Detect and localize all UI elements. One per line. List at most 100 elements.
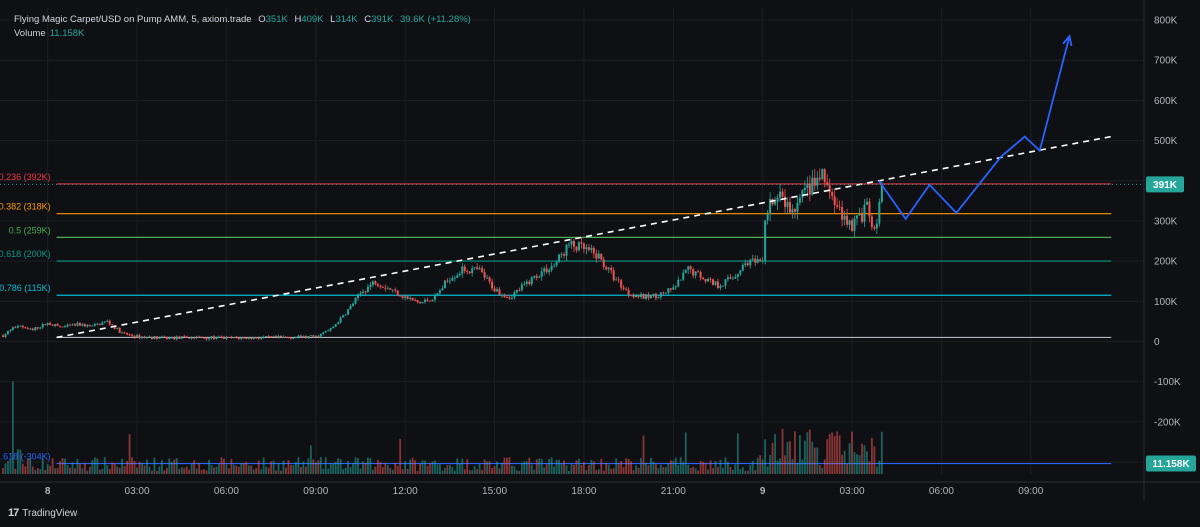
drawings[interactable] <box>0 34 1144 339</box>
volume-bar <box>66 465 69 474</box>
candle-body <box>11 327 14 330</box>
candle-body <box>684 269 687 273</box>
volume-bar <box>491 468 493 474</box>
volume-bar <box>461 458 464 474</box>
candle-body <box>798 197 801 203</box>
volume-bar <box>260 469 263 474</box>
candle-body <box>6 331 9 335</box>
fib-retracement[interactable]: 0.236 (392K) 0.382 (318K) 0.5 (259K) 0.618 … <box>0 172 1112 465</box>
grid <box>0 8 1144 474</box>
candle-body <box>34 327 37 331</box>
candle-body <box>816 177 819 186</box>
volume-bar <box>811 441 814 474</box>
candle-body <box>880 184 883 202</box>
candle-body <box>498 289 501 295</box>
candle-body <box>853 218 856 231</box>
candle-body <box>386 288 389 290</box>
candle-body <box>654 293 657 299</box>
candle-body <box>652 293 655 296</box>
volume-bar <box>7 461 9 474</box>
candle-body <box>299 335 302 338</box>
volume-bar <box>362 461 364 474</box>
volume-bar <box>520 462 523 474</box>
volume-bar <box>826 439 829 474</box>
volume-bar <box>764 439 767 474</box>
candle-body <box>714 281 717 285</box>
candle-body <box>878 201 881 224</box>
volume-bar <box>781 428 784 474</box>
volume-bar <box>46 464 49 474</box>
volume-bar <box>791 459 794 474</box>
candle-body <box>518 289 521 291</box>
candle-body <box>361 291 364 293</box>
candle-body <box>471 268 474 274</box>
candle-body <box>625 288 628 290</box>
volume-bar <box>203 469 205 474</box>
volume-bar <box>223 458 225 474</box>
candle-body <box>597 253 600 259</box>
time-tick-label: 09:00 <box>303 486 328 497</box>
candle-body <box>136 335 139 338</box>
candle-body <box>185 336 188 338</box>
volume-bar <box>280 470 282 474</box>
candle-body <box>461 266 464 274</box>
candle-body <box>818 177 821 180</box>
volume-bar <box>831 432 834 474</box>
volume-bar <box>14 468 17 474</box>
candle-body <box>163 336 166 338</box>
candle-body <box>280 335 283 338</box>
candle-body <box>635 295 638 298</box>
candle-body <box>275 336 278 338</box>
candle-body <box>121 332 124 334</box>
candle-body <box>530 277 533 285</box>
candle-body <box>143 336 146 338</box>
candle-body <box>203 337 206 339</box>
volume-bar <box>672 460 675 474</box>
volume-bar <box>508 457 511 474</box>
candle-body <box>267 336 270 337</box>
candle-body <box>277 335 280 338</box>
volume-bar <box>637 467 640 474</box>
high-value: 409K <box>301 14 324 25</box>
candle-body <box>431 299 434 302</box>
volume-bar <box>265 466 268 474</box>
candle-body <box>51 324 54 326</box>
candle-body <box>441 288 444 291</box>
volume-bar <box>79 464 81 474</box>
volume-bar <box>180 467 183 474</box>
candle-body <box>198 336 201 338</box>
candle-body <box>424 299 427 303</box>
candle-body <box>697 271 700 273</box>
candle-body <box>595 253 598 259</box>
volume-bar <box>309 445 312 474</box>
candle-body <box>428 300 431 302</box>
volume-bar <box>354 457 357 474</box>
fib-level-label: 0.786 (115K) <box>0 283 51 293</box>
candle-body <box>220 336 223 338</box>
symbol-legend[interactable]: Flying Magic Carpet/USD on Pump AMM, 5, … <box>14 13 471 27</box>
volume-bar <box>736 433 739 474</box>
candle-body <box>453 277 456 279</box>
price-tick-label: 600K <box>1154 96 1178 107</box>
candle-body <box>679 279 682 281</box>
candle-body <box>265 336 268 337</box>
tradingview-brand[interactable]: 17 TradingView <box>8 507 77 519</box>
candle-body <box>868 201 871 217</box>
last-volume-label: 11.158K <box>1152 459 1190 470</box>
volume-bar <box>843 450 846 474</box>
candle-body <box>193 337 196 339</box>
volume-bar <box>466 459 469 474</box>
candle-body <box>133 335 136 338</box>
candle-body <box>394 289 397 291</box>
candle-body <box>138 335 141 339</box>
candle-body <box>319 333 322 337</box>
candle-body <box>309 335 312 337</box>
volume-bar <box>709 460 712 474</box>
candle-body <box>54 324 57 326</box>
candle-body <box>98 323 101 325</box>
candle-body <box>602 259 605 267</box>
candle-body <box>155 336 158 339</box>
candle-body <box>227 337 230 338</box>
volume-legend[interactable]: Volume 11.158K <box>14 27 84 41</box>
